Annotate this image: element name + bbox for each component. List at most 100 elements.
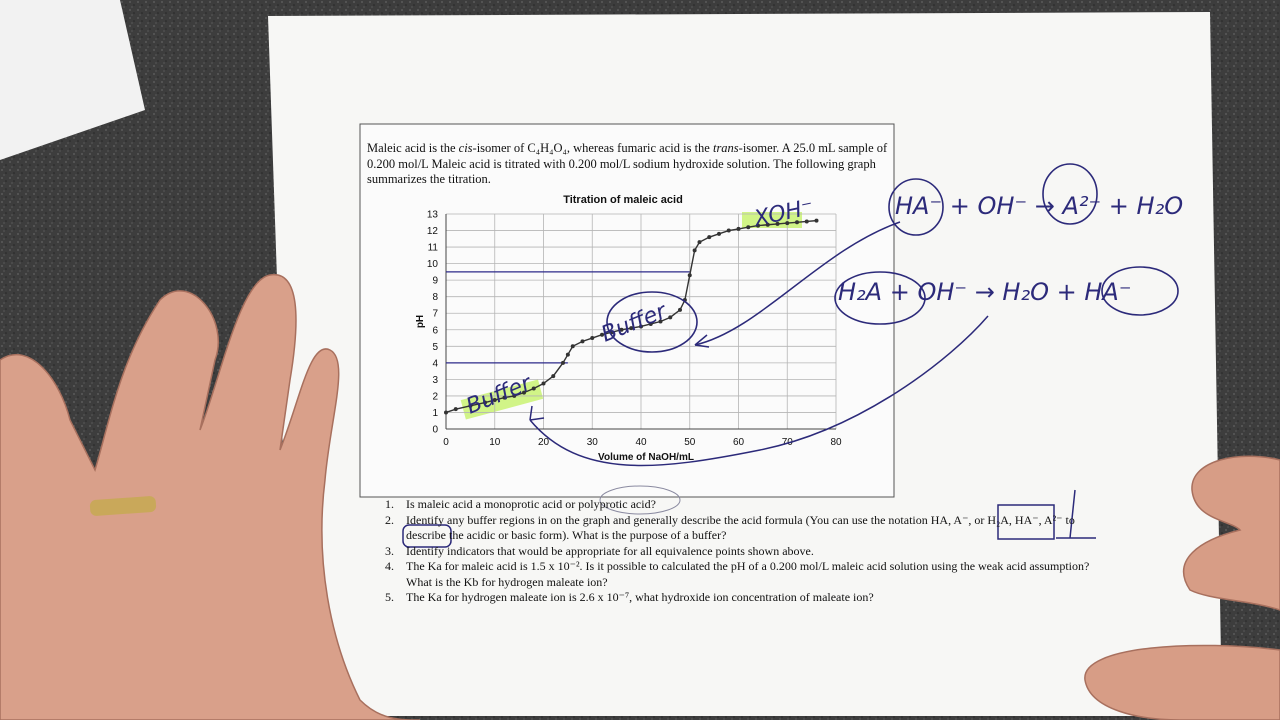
question-number: 2. [385, 512, 394, 527]
right-hand [1183, 455, 1280, 611]
data-point [590, 336, 595, 341]
x-tick-label: 80 [830, 437, 842, 448]
data-point [648, 321, 653, 326]
data-point [570, 344, 575, 349]
x-tick-label: 50 [684, 437, 696, 448]
y-tick-label: 12 [427, 226, 439, 237]
intro-segment: cis [458, 141, 473, 155]
y-tick-label: 1 [432, 408, 438, 419]
ink-box [997, 504, 1055, 540]
question-number: 3. [385, 543, 394, 558]
y-tick-label: 9 [432, 276, 438, 287]
data-point [785, 221, 790, 226]
y-tick-label: 6 [432, 325, 438, 336]
data-point [512, 393, 517, 398]
intro-segment: trans [712, 141, 739, 155]
data-point [453, 407, 458, 412]
question: 2. Identify any buffer regions in on the … [385, 513, 1095, 544]
data-point [639, 324, 643, 329]
y-tick-label: 10 [427, 259, 439, 270]
other-paper [0, 0, 145, 160]
x-tick-label: 30 [587, 437, 599, 448]
y-tick-label: 13 [427, 210, 439, 221]
ink-arrow [529, 315, 989, 467]
data-point [541, 381, 546, 386]
data-point [804, 219, 809, 224]
data-point [600, 332, 604, 337]
data-point [522, 390, 526, 395]
data-point [658, 319, 663, 324]
y-tick-label: 7 [432, 309, 438, 320]
data-point [717, 231, 721, 236]
right-hand [1084, 644, 1280, 720]
data-point [619, 327, 624, 332]
data-point [814, 218, 819, 223]
x-tick-label: 0 [443, 437, 449, 448]
x-tick-label: 10 [489, 437, 501, 448]
data-point [580, 339, 585, 344]
x-tick-label: 60 [733, 437, 745, 448]
data-point [726, 228, 731, 233]
intro-segment: -isomer of C₄H₄O₄, whereas fumaric acid … [472, 141, 713, 155]
question: 1. Is maleic acid a monoprotic acid or po… [385, 497, 1095, 513]
chart-frame [359, 123, 895, 498]
ink-arrowhead [529, 405, 545, 421]
handwritten-note: HA⁻ + OH⁻ → A²⁻ + H₂O [895, 192, 1183, 220]
question-number: 5. [385, 590, 394, 604]
y-tick-label: 5 [432, 342, 438, 353]
data-point [707, 235, 712, 240]
question-text: The Ka for hydrogen maleate ion is 2.6 x… [406, 590, 874, 604]
data-point [551, 374, 556, 379]
data-point [697, 240, 702, 245]
data-point [687, 273, 692, 278]
question: 4. The Ka for maleic acid is 1.5 x 10⁻². … [385, 559, 1095, 590]
data-point [565, 352, 570, 357]
y-tick-label: 11 [428, 243, 439, 254]
data-point [746, 225, 751, 230]
data-point [692, 248, 697, 253]
data-point [483, 400, 487, 405]
y-axis-label: pH [415, 315, 426, 328]
question-text: Identify indicators that would be approp… [406, 543, 814, 558]
question-number: 1. [385, 497, 394, 511]
y-tick-label: 0 [432, 425, 438, 436]
y-tick-label: 8 [432, 292, 438, 303]
ink-circle [1101, 266, 1179, 316]
question-text: Identify any buffer regions in on the gr… [406, 512, 1075, 543]
y-tick-label: 3 [432, 375, 438, 386]
question-text: The Ka for maleic acid is 1.5 x 10⁻². Is… [406, 559, 1090, 589]
intro-segment: -isomer. A 25.0 mL sample of 0.200 mol/L… [367, 141, 888, 186]
ink-arrowhead [694, 334, 710, 348]
ink-circle [834, 271, 926, 325]
question-number: 4. [385, 559, 394, 573]
ink-circle [599, 485, 681, 515]
y-tick-label: 2 [432, 391, 438, 402]
data-point [561, 360, 565, 365]
data-point [765, 222, 770, 227]
data-point [444, 410, 448, 415]
x-axis-label: Volume of NaOH/mL [598, 452, 694, 463]
ink-box [402, 524, 452, 548]
intro-text: Maleic acid is the cis-isomer of C₄H₄O₄,… [367, 141, 889, 188]
question: 5. The Ka for hydrogen maleate ion is 2.6… [385, 590, 1095, 606]
ink-arrow [694, 221, 901, 346]
intro-segment: Maleic acid is the [367, 141, 459, 155]
x-tick-label: 40 [635, 437, 647, 448]
data-point [775, 221, 780, 226]
ink-mark [1056, 489, 1096, 539]
left-hand [0, 274, 421, 720]
data-point [492, 398, 497, 403]
data-point [678, 307, 682, 312]
data-point [668, 315, 673, 320]
chart-title: Titration of maleic acid [563, 194, 683, 206]
y-tick-label: 4 [432, 358, 438, 369]
titration-chart: Titration of maleic acid0123456789101112… [415, 194, 842, 463]
ink-circle [606, 291, 698, 353]
handwritten-note: H₂A + OH⁻ → H₂O + HA⁻ [838, 278, 1131, 306]
data-point [795, 220, 799, 225]
data-point [756, 223, 760, 228]
ring [89, 496, 157, 516]
data-point [629, 326, 634, 331]
